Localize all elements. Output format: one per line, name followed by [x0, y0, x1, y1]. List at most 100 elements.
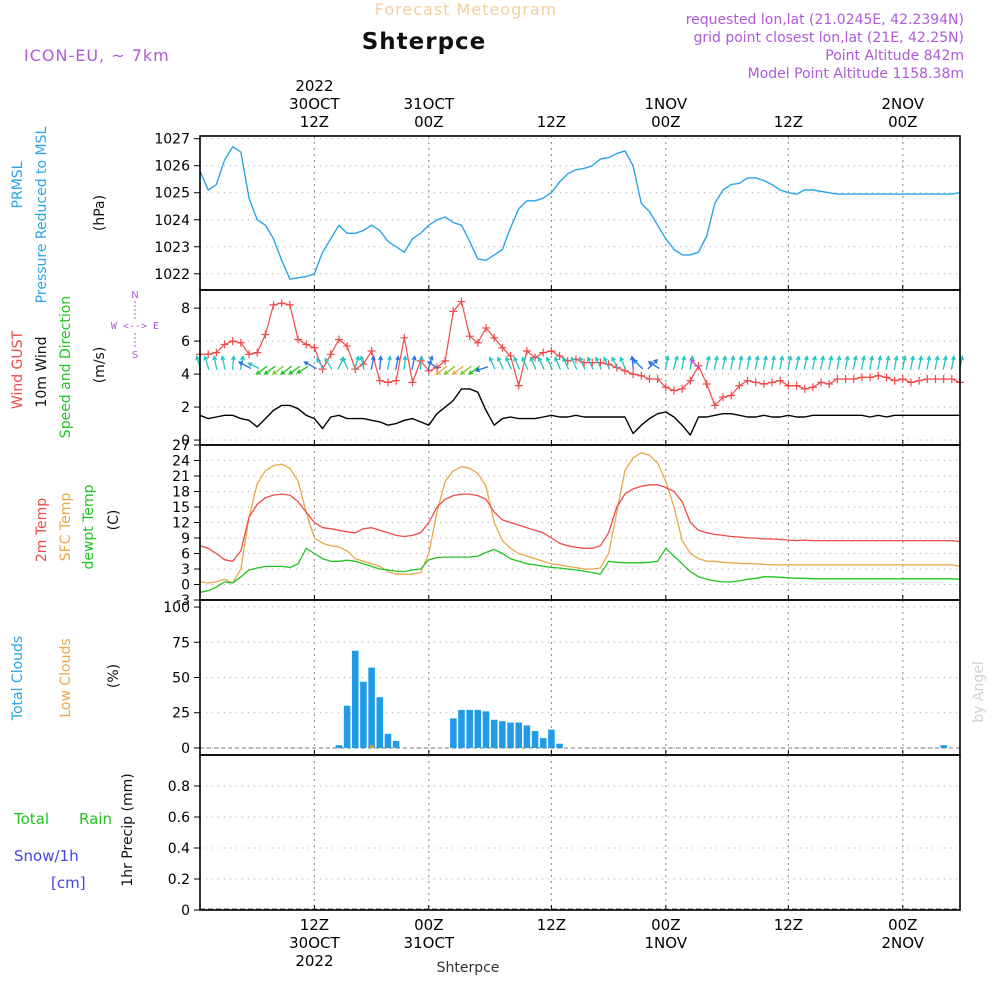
total-cloud-bar	[539, 738, 547, 748]
wind-direction-arrow	[418, 355, 424, 370]
total-cloud-bar	[466, 709, 473, 748]
wind-direction-arrow	[836, 355, 842, 370]
t2m-label: 2m Temp	[34, 498, 50, 562]
wind-direction-arrow	[378, 355, 384, 370]
top-time-label: 2022	[295, 77, 333, 95]
pressure-panel: 1022 1023 1024 1025 1026 1027	[154, 132, 961, 291]
wind-direction-arrow	[795, 355, 801, 370]
wind-direction-arrow	[730, 355, 736, 370]
y-tick-label: 0.4	[168, 841, 190, 857]
wind-direction-arrow	[303, 361, 317, 370]
total-cloud-bar	[507, 722, 514, 748]
gust-label: Wind GUST	[10, 330, 26, 409]
wind-direction-arrow	[762, 355, 768, 370]
total-cloud-bar	[548, 729, 555, 748]
y-tick-label: 75	[172, 635, 190, 651]
gust-marker	[719, 393, 728, 402]
wind-direction-arrow	[885, 355, 891, 370]
total-cloud-bar	[335, 745, 343, 748]
gust-marker	[800, 384, 809, 393]
bottom-time-label: 1NOV	[645, 934, 688, 952]
wind-direction-arrow	[203, 355, 210, 370]
total-cloud-bar	[523, 725, 531, 748]
wind-direction-arrow	[754, 355, 760, 370]
gust-marker	[555, 351, 564, 360]
wind-direction-arrow	[212, 355, 218, 370]
gust-marker	[710, 401, 719, 410]
y-tick-label: 1027	[154, 132, 190, 148]
wind-direction-arrow	[451, 365, 464, 375]
wind-direction-arrow	[247, 362, 260, 369]
total-cloud-bar	[352, 650, 359, 748]
gust-line	[200, 300, 961, 406]
total-cloud-bar	[499, 721, 506, 748]
wind-direction-arrow	[386, 355, 392, 370]
wind-direction-arrow	[353, 355, 361, 370]
y-tick-label: 1024	[154, 213, 190, 229]
gust-marker	[808, 383, 817, 392]
wind-direction-arrow	[316, 357, 325, 370]
gust-marker	[334, 335, 343, 344]
gust-marker	[768, 378, 777, 387]
gust-marker	[784, 381, 793, 390]
gust-marker	[702, 379, 711, 388]
wind-direction-arrow	[578, 356, 586, 370]
gust-marker	[457, 297, 466, 306]
y-tick-label: 6	[181, 334, 190, 350]
gust-marker	[906, 378, 915, 387]
y-tick-label: 18	[172, 485, 190, 501]
y-tick-label: 0	[181, 433, 190, 449]
gust-marker	[817, 378, 826, 387]
gust-marker	[751, 378, 760, 387]
wind-direction-arrow	[844, 355, 850, 370]
top-time-label: 2NOV	[882, 95, 925, 113]
gust-marker	[212, 348, 221, 357]
gust-marker	[236, 338, 245, 347]
y-tick-label: -3	[176, 593, 190, 609]
gust-marker	[776, 376, 785, 385]
wind-direction-arrow	[427, 361, 440, 370]
watermark: by Angel	[971, 661, 987, 722]
wind-direction-arrow	[255, 365, 268, 375]
wind-direction-arrow	[811, 355, 817, 370]
clouds-unit: (%)	[106, 664, 122, 688]
total-cloud-bar	[392, 740, 400, 748]
gust-marker	[629, 370, 638, 379]
panel-frame	[199, 135, 961, 291]
wind-direction-arrow	[860, 355, 866, 370]
prmsl-label: PRMSL	[10, 161, 26, 208]
clouds-panel: 0 25 50 75 100	[163, 599, 961, 757]
gust-marker	[857, 373, 866, 382]
y-tick-label: 4	[181, 367, 190, 383]
gust-marker	[547, 347, 556, 356]
wind-direction-arrow	[869, 355, 875, 370]
wind-direction-arrow	[263, 365, 276, 375]
gust-marker	[506, 351, 515, 360]
wind-speed-line	[199, 388, 960, 436]
gust-marker	[220, 340, 229, 349]
gust-marker	[465, 332, 474, 341]
total-cloud-bar	[368, 667, 375, 748]
y-tick-label: 1023	[154, 240, 190, 256]
gust-marker	[498, 343, 507, 352]
wind-direction-arrow	[647, 361, 660, 370]
wind-label: 10m Wind	[34, 336, 50, 407]
top-time-label: 00Z	[651, 113, 680, 131]
bottom-time-label: 00Z	[414, 916, 443, 934]
wind-direction-arrow	[529, 356, 537, 370]
total-cloud-bar	[458, 709, 465, 748]
wind-direction-arrow	[521, 356, 529, 370]
total-clouds-label: Total Clouds	[10, 636, 26, 721]
y-tick-label: 24	[172, 454, 190, 470]
sfc-label: SFC Temp	[58, 493, 74, 562]
wind-direction-arrow	[672, 355, 679, 370]
gust-marker	[392, 376, 401, 385]
y-tick-label: 15	[172, 500, 190, 516]
top-time-label: 12Z	[537, 113, 566, 131]
gust-marker	[653, 375, 662, 384]
temperature-labels: 2m Temp SFC Temp dewpt Temp (C)	[34, 484, 122, 569]
wind-labels: Wind GUST 10m Wind Speed and Direction (…	[10, 290, 159, 438]
y-tick-label: 6	[181, 547, 190, 563]
gust-marker	[302, 340, 311, 349]
